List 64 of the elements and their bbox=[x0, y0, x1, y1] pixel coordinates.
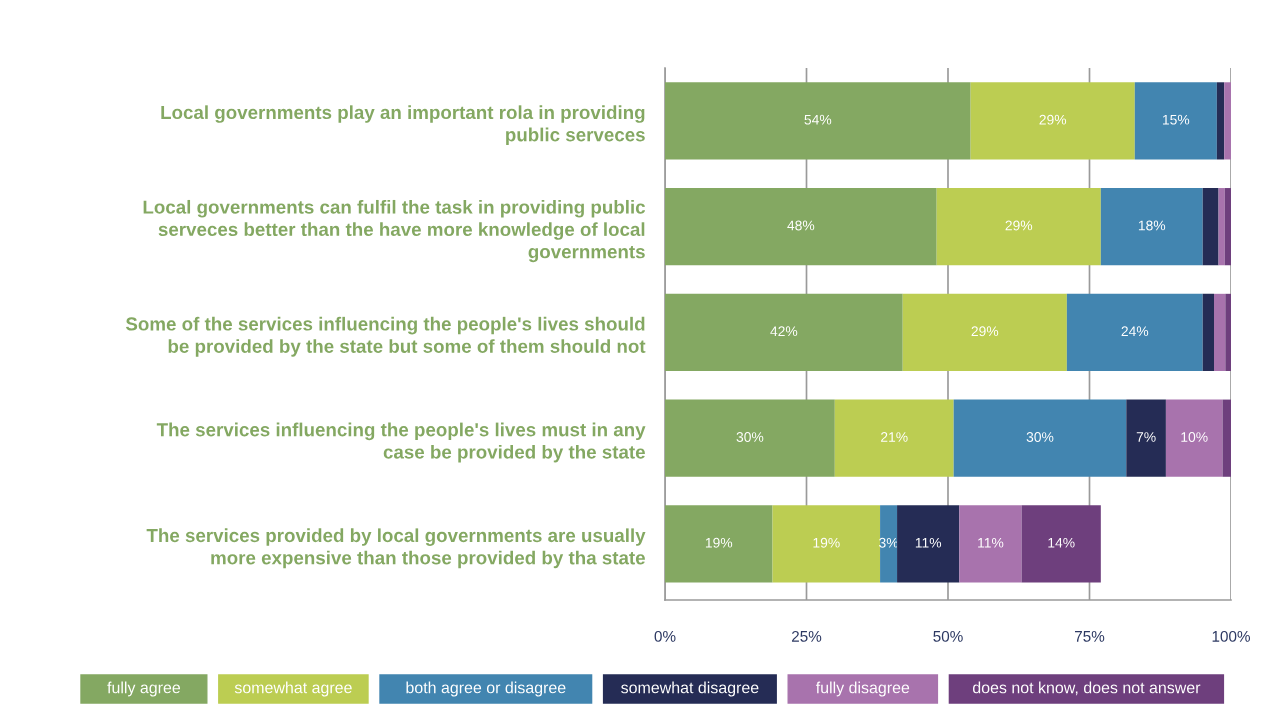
bar bbox=[1218, 188, 1225, 266]
bar bbox=[1202, 188, 1219, 266]
data-label: 14% bbox=[1048, 537, 1075, 548]
data-label: 7% bbox=[1136, 432, 1156, 442]
bar bbox=[1021, 505, 1101, 583]
text: both agree or disagree bbox=[406, 681, 566, 697]
x-tick-label: 25% bbox=[791, 630, 822, 642]
bar bbox=[970, 82, 1135, 160]
bar bbox=[1224, 82, 1231, 160]
data-label: 54% bbox=[804, 114, 832, 125]
x-tick-label: 0% bbox=[654, 630, 676, 642]
data-label: 29% bbox=[1039, 114, 1067, 125]
data-label: 30% bbox=[1026, 432, 1054, 442]
data-label: 42% bbox=[770, 326, 798, 337]
bar bbox=[1222, 399, 1231, 477]
text: fully agree bbox=[107, 681, 181, 697]
bar bbox=[880, 505, 898, 583]
data-label: 19% bbox=[813, 537, 840, 548]
bar bbox=[1066, 293, 1203, 372]
x-tick-label: 50% bbox=[933, 630, 963, 642]
bar bbox=[1216, 82, 1225, 160]
y-tick-label: The services provided by local governments are usually more expensive than those provided by tha state bbox=[146, 528, 646, 569]
data-label: 15% bbox=[1162, 114, 1190, 125]
bar bbox=[936, 188, 1101, 266]
bar bbox=[953, 399, 1127, 477]
data-label: 11% bbox=[915, 537, 942, 548]
bar bbox=[1202, 293, 1215, 372]
x-tick-label: 100% bbox=[1212, 630, 1250, 642]
bar bbox=[1214, 293, 1226, 372]
data-label: 29% bbox=[971, 326, 999, 337]
data-label: 30% bbox=[736, 432, 764, 442]
bar bbox=[834, 399, 954, 477]
data-label: 11% bbox=[978, 537, 1004, 548]
data-label: 19% bbox=[705, 537, 733, 548]
bar bbox=[665, 293, 903, 372]
bar bbox=[665, 188, 937, 266]
data-label: 21% bbox=[881, 432, 908, 442]
data-label: 24% bbox=[1121, 326, 1149, 337]
bar bbox=[897, 505, 960, 583]
bar bbox=[665, 505, 773, 583]
y-tick-label: Some of the services influencing the people's lives should be provided by the state but some of them should not bbox=[125, 316, 646, 357]
data-label: 48% bbox=[787, 220, 815, 231]
bar bbox=[902, 293, 1067, 372]
data-label: 29% bbox=[1005, 220, 1033, 231]
text: somewhat disagree bbox=[621, 681, 759, 697]
y-tick-label: The services influencing the people's lives must in any case be provided by the state bbox=[156, 422, 646, 463]
bar bbox=[1225, 293, 1231, 372]
text: does not know, does not answer bbox=[972, 681, 1201, 696]
bar bbox=[1224, 188, 1231, 266]
y-tick-label: Local governments play an important rola in providing public serveces bbox=[161, 105, 645, 146]
bar bbox=[959, 505, 1022, 583]
bar bbox=[665, 82, 971, 160]
bar bbox=[772, 505, 881, 583]
bar bbox=[1126, 399, 1166, 477]
bar bbox=[1100, 188, 1203, 266]
bar bbox=[665, 399, 835, 477]
y-tick-label: Local governments can fulfil the task in providing public serveces better than the have more knowledge of local governments bbox=[143, 199, 646, 263]
text: somewhat agree bbox=[234, 681, 352, 697]
bar bbox=[1134, 82, 1217, 160]
data-label: 10% bbox=[1181, 432, 1208, 442]
data-label: 18% bbox=[1138, 220, 1166, 231]
bar bbox=[1165, 399, 1223, 477]
text: fully disagree bbox=[815, 681, 910, 697]
x-tick-label: 75% bbox=[1074, 631, 1105, 642]
